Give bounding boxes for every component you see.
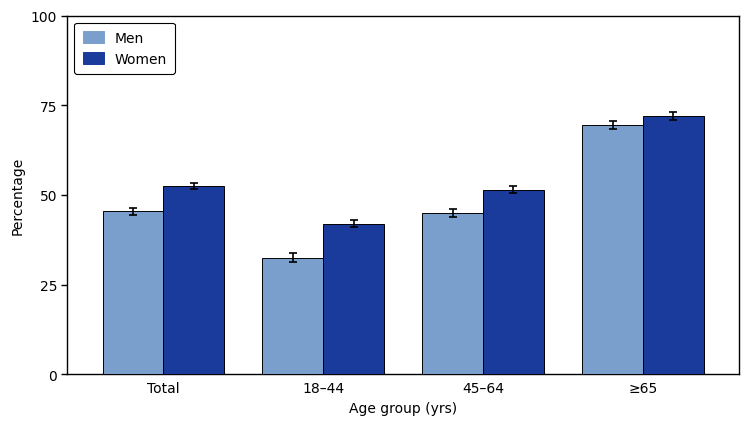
Y-axis label: Percentage: Percentage bbox=[11, 156, 25, 235]
Bar bbox=[643, 117, 704, 374]
Bar bbox=[164, 187, 224, 374]
Legend: Men, Women: Men, Women bbox=[74, 23, 176, 75]
Bar bbox=[422, 213, 483, 374]
Bar bbox=[582, 126, 643, 374]
Bar bbox=[103, 212, 164, 374]
Bar bbox=[262, 258, 323, 374]
X-axis label: Age group (yrs): Age group (yrs) bbox=[349, 401, 458, 415]
Bar bbox=[323, 224, 384, 374]
Bar bbox=[483, 190, 544, 374]
